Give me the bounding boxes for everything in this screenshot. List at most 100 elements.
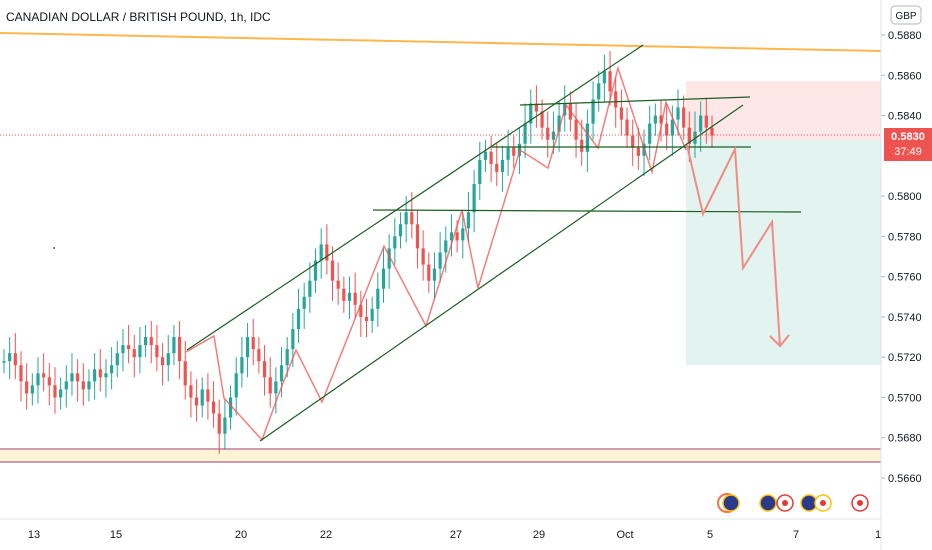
candle-body[interactable] [534,103,539,112]
candle-body[interactable] [172,337,176,354]
candle-body[interactable] [670,119,674,136]
candle-body[interactable] [81,381,85,390]
candle-body[interactable] [98,369,102,378]
candle-body[interactable] [551,131,556,140]
candle-body[interactable] [25,381,29,394]
candle-body[interactable] [223,417,227,434]
candle-body[interactable] [59,389,63,398]
candle-body[interactable] [699,115,703,132]
candle-body[interactable] [421,248,425,265]
candle-body[interactable] [144,337,148,346]
candle-body[interactable] [597,83,601,100]
candle-body[interactable] [472,184,476,213]
candle-body[interactable] [478,159,482,185]
candle-body[interactable] [127,345,131,350]
candle-body[interactable] [682,107,686,128]
candle-body[interactable] [279,365,284,382]
resistance-trendline[interactable] [0,32,882,52]
candle-body[interactable] [461,228,465,241]
wedge-top-line[interactable] [519,96,751,106]
support-level-line[interactable] [372,209,802,213]
candle-body[interactable] [387,248,391,269]
candle-body[interactable] [353,292,357,305]
candle-body[interactable] [87,381,91,390]
candle-body[interactable] [291,328,295,350]
candle-body[interactable] [262,361,267,378]
candle-body[interactable] [189,385,193,398]
candle-body[interactable] [313,260,318,281]
candle-body[interactable] [234,373,238,398]
candle-body[interactable] [704,115,708,128]
candle-body[interactable] [325,244,329,261]
candle-body[interactable] [228,397,233,418]
candle-body[interactable] [211,401,216,414]
candle-body[interactable] [444,240,448,253]
candle-body[interactable] [285,349,289,366]
candle-body[interactable] [200,389,204,406]
candle-body[interactable] [381,268,386,289]
candle-body[interactable] [427,264,431,281]
candle-body[interactable] [76,373,80,382]
candle-body[interactable] [160,357,165,366]
candle-body[interactable] [42,373,46,378]
candle-body[interactable] [155,345,159,358]
candle-body[interactable] [410,212,414,225]
candle-body[interactable] [580,139,584,152]
projection-path[interactable] [686,144,781,347]
candle-body[interactable] [591,99,595,124]
support-zone[interactable] [0,449,881,462]
candle-body[interactable] [557,115,561,132]
candle-body[interactable] [194,397,199,406]
channel-lower-line[interactable] [259,104,744,442]
candle-body[interactable] [500,159,505,172]
gb-flag-icon[interactable] [759,494,777,512]
candle-body[interactable] [251,337,255,350]
candle-body[interactable] [308,280,312,297]
stop-loss-zone[interactable] [686,81,881,140]
candle-body[interactable] [70,373,74,382]
candle-body[interactable] [330,260,335,281]
candle-body[interactable] [359,304,363,317]
candle-body[interactable] [104,373,108,378]
candle-body[interactable] [585,123,589,152]
candle-body[interactable] [523,123,527,144]
candle-body[interactable] [512,147,516,156]
candle-body[interactable] [336,280,340,289]
candle-body[interactable] [240,357,244,374]
candle-body[interactable] [121,345,125,354]
candle-body[interactable] [506,147,510,160]
candle-body[interactable] [653,115,657,124]
candle-body[interactable] [217,413,221,434]
candle-body[interactable] [2,361,6,363]
candle-body[interactable] [546,127,550,140]
zigzag-line[interactable] [185,65,687,442]
candle-body[interactable] [47,377,51,386]
candle-body[interactable] [659,115,663,124]
candle-body[interactable] [376,288,380,309]
candle-body[interactable] [710,127,714,136]
price-scale-bg[interactable] [881,0,932,550]
candle-body[interactable] [138,345,142,358]
candle-body[interactable] [64,381,68,390]
candle-body[interactable] [608,71,612,92]
candle-body[interactable] [115,353,119,366]
candle-body[interactable] [8,353,12,362]
candle-body[interactable] [574,119,578,140]
candle-body[interactable] [53,385,57,398]
candle-body[interactable] [364,316,369,321]
candle-body[interactable] [449,232,454,241]
candle-body[interactable] [483,151,488,160]
candle-body[interactable] [206,389,210,402]
candle-body[interactable] [540,111,544,128]
candle-body[interactable] [93,369,97,382]
candle-body[interactable] [631,135,635,148]
candle-body[interactable] [13,353,17,366]
currency-box[interactable] [890,5,922,25]
candle-body[interactable] [404,212,408,225]
gb-flag-icon[interactable] [722,494,740,512]
candle-body[interactable] [415,224,420,249]
candle-body[interactable] [438,252,442,269]
candle-body[interactable] [432,268,437,281]
channel-upper-line[interactable] [186,44,644,351]
